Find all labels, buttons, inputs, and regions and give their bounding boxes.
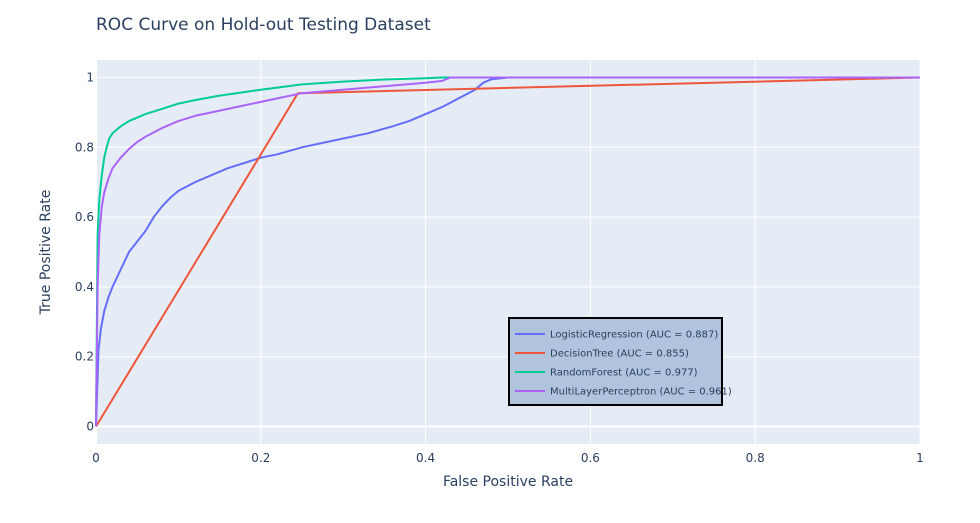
y-tick-label: 0.4 <box>75 280 94 294</box>
y-tick-label: 0.6 <box>75 210 94 224</box>
legend-entry: RandomForest (AUC = 0.977) <box>550 368 698 379</box>
x-tick-label: 0.2 <box>251 451 270 465</box>
chart-title: ROC Curve on Hold-out Testing Dataset <box>96 15 431 35</box>
x-tick-label: 0 <box>92 451 100 465</box>
y-tick-label: 0 <box>86 420 94 434</box>
legend-entry: DecisionTree (AUC = 0.855) <box>550 349 689 360</box>
series-line-multilayerperceptron <box>95 76 920 427</box>
series-lines <box>95 76 921 428</box>
legend: LogisticRegression (AUC = 0.887) Decision… <box>508 317 732 406</box>
x-axis-ticks: 0 0.2 0.4 0.6 0.8 1 <box>92 451 924 465</box>
x-axis-title: False Positive Rate <box>443 474 573 490</box>
y-tick-label: 0.8 <box>75 140 94 154</box>
series-line-randomforest <box>95 76 920 427</box>
legend-entry: MultiLayerPerceptron (AUC = 0.961) <box>550 387 732 398</box>
y-tick-label: 0.2 <box>75 350 94 364</box>
x-tick-label: 1 <box>916 451 924 465</box>
x-tick-label: 0.6 <box>581 451 600 465</box>
y-axis-ticks: 0 0.2 0.4 0.6 0.8 1 <box>75 70 94 433</box>
x-tick-label: 0.8 <box>746 451 765 465</box>
x-tick-label: 0.4 <box>416 451 435 465</box>
y-axis-title: True Positive Rate <box>38 190 54 316</box>
legend-entry: LogisticRegression (AUC = 0.887) <box>550 330 718 341</box>
y-tick-label: 1 <box>86 70 94 84</box>
